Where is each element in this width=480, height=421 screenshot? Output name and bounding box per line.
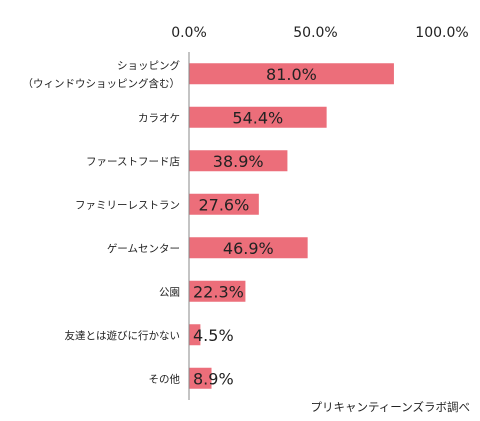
category-label: 友達とは遊びに行かない xyxy=(65,329,181,342)
category-label: ファーストフード店 xyxy=(86,155,180,168)
x-tick-label: 0.0% xyxy=(171,25,207,41)
value-label: 8.9% xyxy=(193,369,234,388)
bar xyxy=(189,150,288,172)
value-label: 54.4% xyxy=(232,108,283,127)
value-label: 46.9% xyxy=(223,239,274,258)
bar xyxy=(189,324,201,346)
bars xyxy=(189,63,394,389)
bar xyxy=(189,280,246,302)
bar xyxy=(189,237,308,259)
value-label: 81.0% xyxy=(266,65,317,84)
bar xyxy=(189,367,212,389)
value-label: 22.3% xyxy=(193,282,244,301)
source-note: プリキャンティーンズラボ調べ xyxy=(310,400,470,414)
category-label: （ウィンドウショッピング含む） xyxy=(23,77,181,90)
bar xyxy=(189,193,259,215)
x-tick-label: 50.0% xyxy=(293,25,337,41)
value-labels: 81.0% 54.4% 38.9% 27.6% 46.9% 22.3% 4.5% 8.9% xyxy=(193,65,317,389)
category-label: カラオケ xyxy=(138,112,180,124)
category-label: ゲームセンター xyxy=(107,243,180,255)
x-axis-ticks: 0.0% 50.0% 100.0% xyxy=(171,25,468,41)
value-label: 4.5% xyxy=(193,326,234,345)
bar xyxy=(189,106,327,128)
category-label: その他 xyxy=(149,372,181,385)
bar xyxy=(189,63,394,85)
x-tick-label: 100.0% xyxy=(415,25,468,41)
category-label: ファミリーレストラン xyxy=(75,199,180,211)
category-label: ショッピング xyxy=(117,59,180,72)
value-label: 38.9% xyxy=(213,152,264,171)
value-label: 27.6% xyxy=(198,195,249,214)
category-labels: ショッピング （ウィンドウショッピング含む） カラオケファーストフード店ファミリーレ… xyxy=(23,59,181,386)
category-label: 公園 xyxy=(159,286,180,298)
